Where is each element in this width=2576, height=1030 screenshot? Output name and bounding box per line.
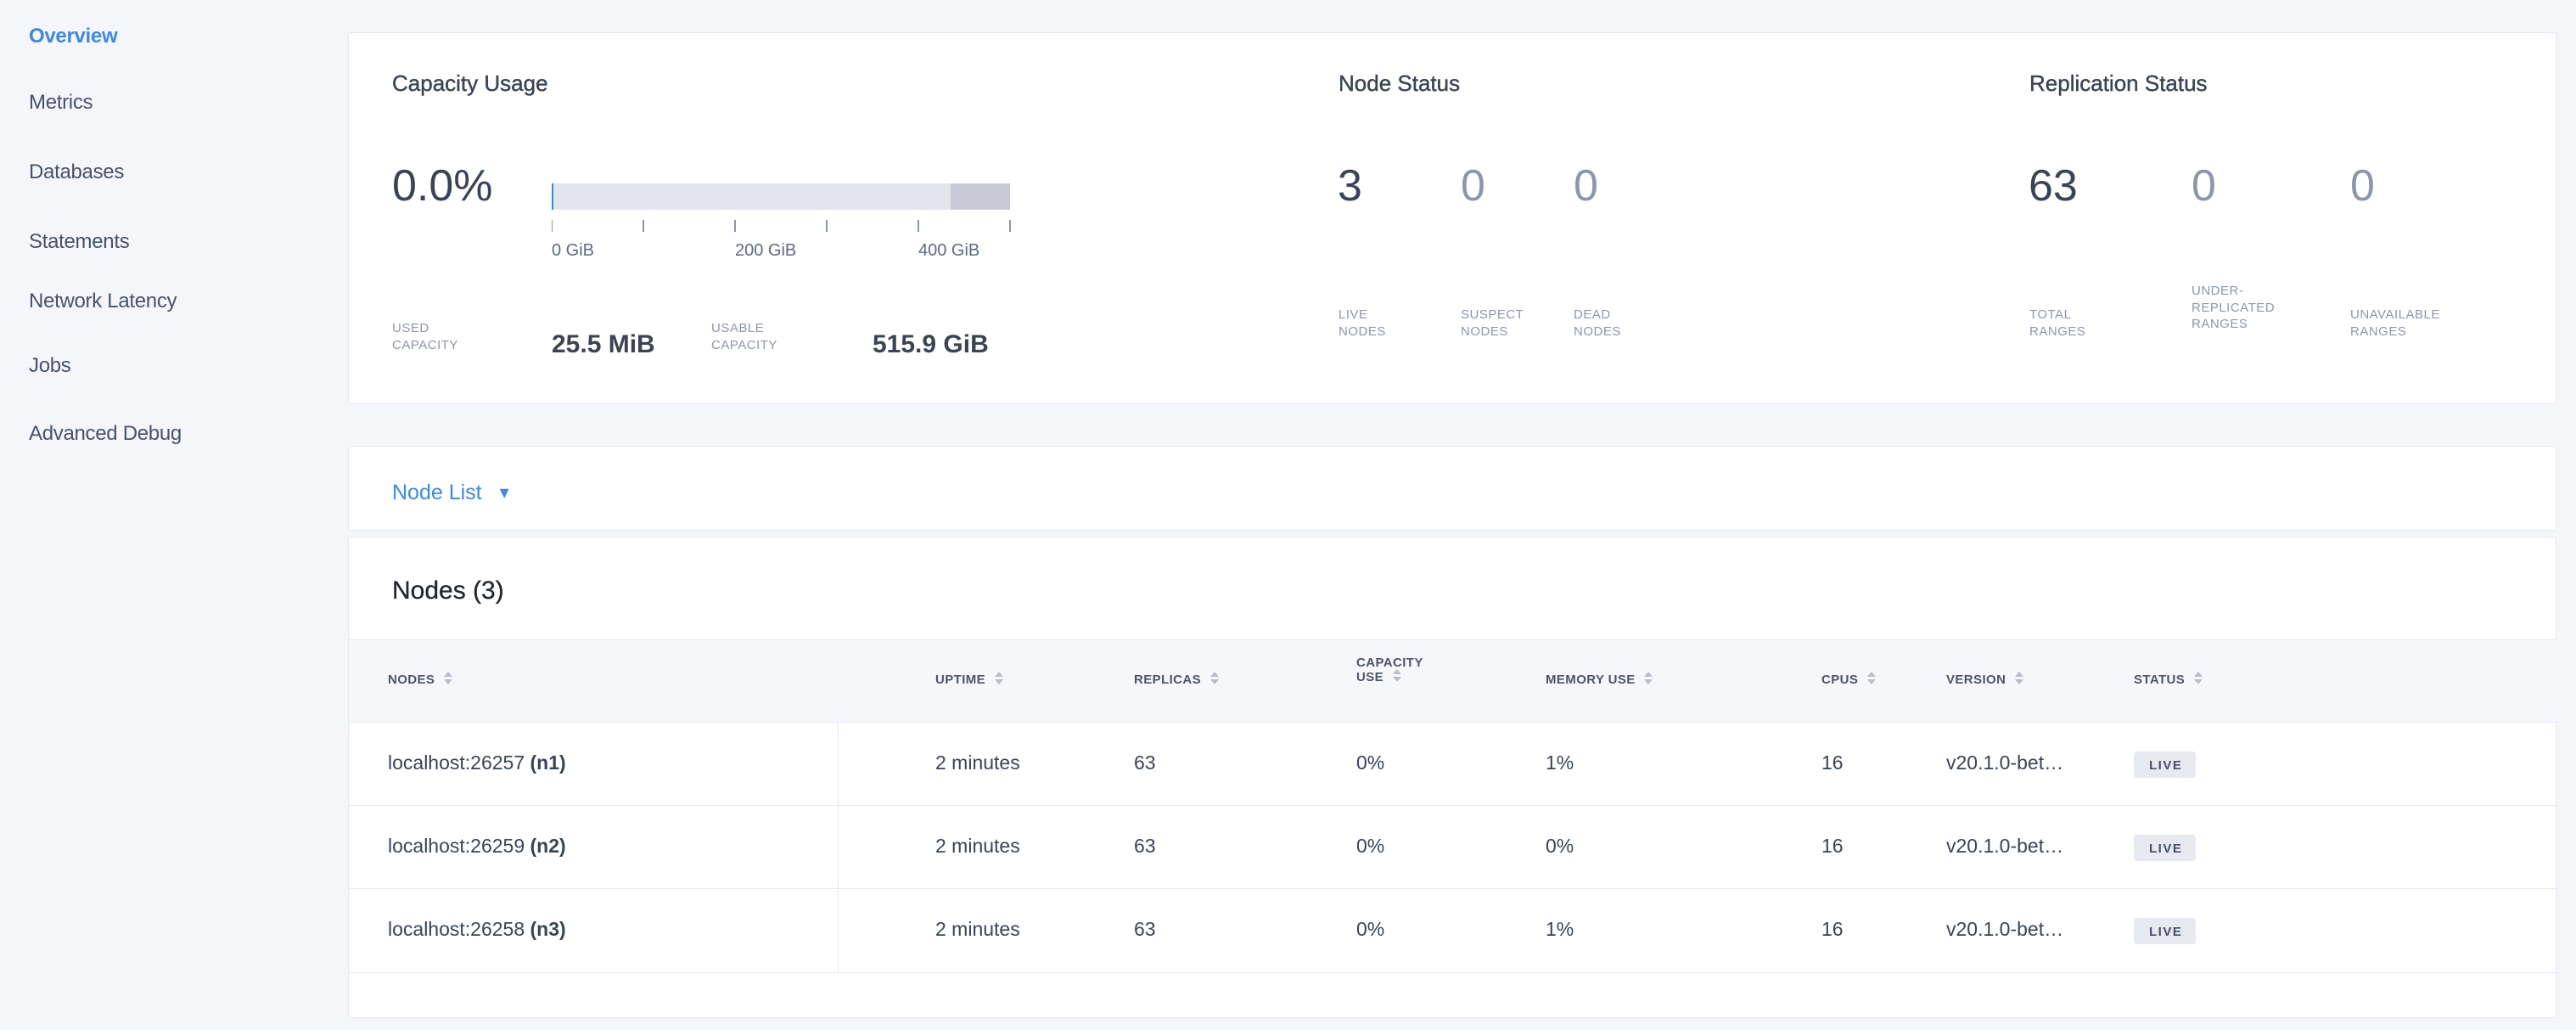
svg-text:0 GiB: 0 GiB <box>552 241 594 260</box>
svg-text:200 GiB: 200 GiB <box>735 241 796 260</box>
svg-text:400 GiB: 400 GiB <box>918 241 979 260</box>
